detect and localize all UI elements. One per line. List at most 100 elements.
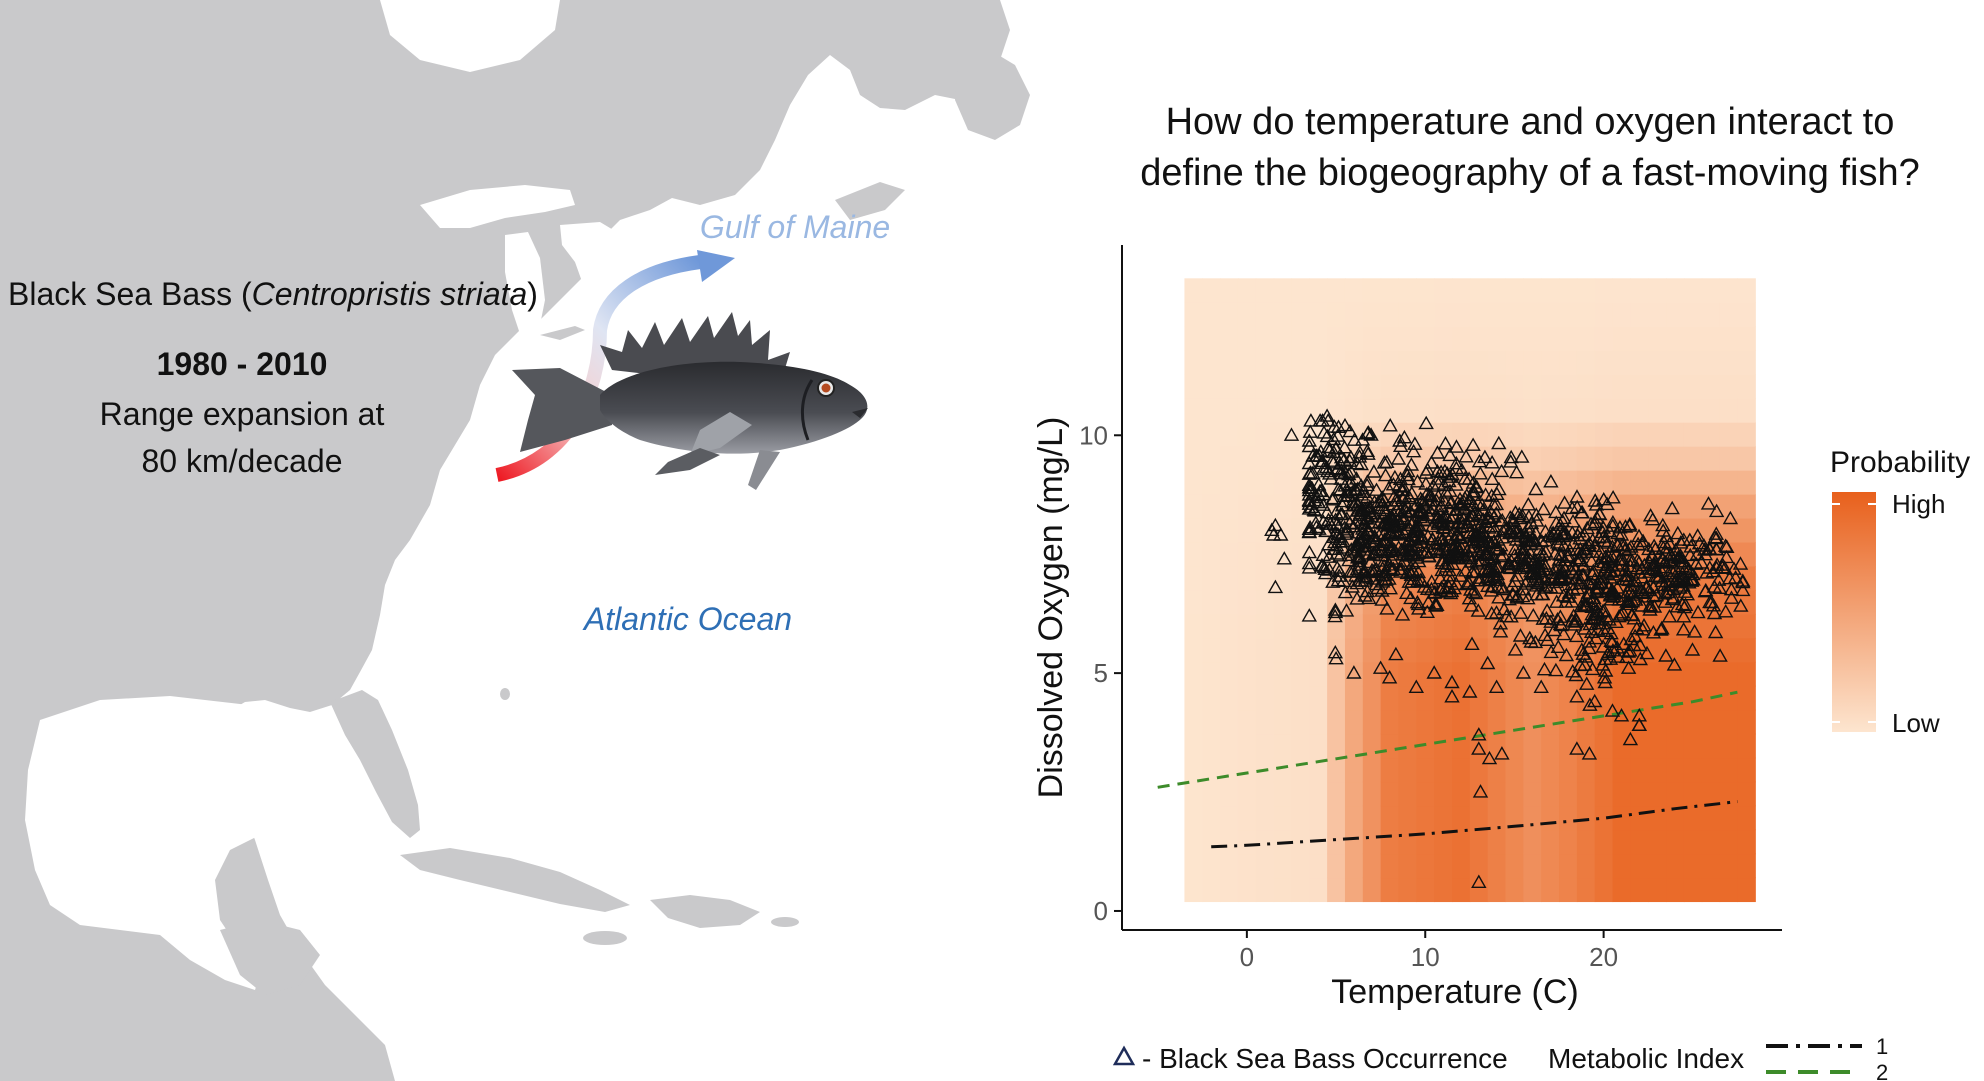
- occurrence-point: [1634, 598, 1650, 612]
- heatmap-cell: [1344, 398, 1364, 423]
- heatmap-cell: [1683, 757, 1703, 783]
- lake-superior-water: [420, 185, 575, 228]
- heatmap-cell: [1398, 398, 1417, 423]
- occurrence-point: [1707, 624, 1724, 639]
- heatmap-cell: [1505, 685, 1524, 711]
- heatmap-cell: [1184, 470, 1203, 495]
- heatmap-cell: [1237, 565, 1257, 591]
- heatmap-cell: [1541, 781, 1560, 807]
- heatmap-cell: [1612, 374, 1631, 399]
- heatmap-cell: [1701, 470, 1721, 495]
- occurrence-point: [1607, 563, 1624, 577]
- heatmap-cell: [1719, 398, 1739, 423]
- occurrence-point: [1428, 493, 1445, 507]
- occurrence-point: [1653, 563, 1670, 578]
- occurrence-point: [1532, 548, 1549, 562]
- heatmap-cell: [1630, 278, 1649, 303]
- jamaica-land: [583, 931, 627, 945]
- heatmap-cell: [1327, 781, 1346, 807]
- heatmap-cell: [1719, 326, 1739, 351]
- occurrence-point: [1642, 508, 1659, 522]
- heatmap-cell: [1469, 637, 1489, 663]
- heatmap-cell: [1273, 302, 1293, 327]
- question-line-1: How do temperature and oxygen interact t…: [1166, 101, 1895, 143]
- heatmap-cell: [1559, 398, 1578, 423]
- heatmap-cell: [1594, 350, 1614, 375]
- occurrence-point: [1623, 631, 1639, 646]
- heatmap-cell: [1434, 613, 1453, 639]
- occurrence-point: [1667, 574, 1683, 589]
- heatmap-cell: [1255, 781, 1275, 807]
- heatmap-cell: [1683, 374, 1703, 399]
- occurrence-point: [1464, 636, 1480, 650]
- heatmap-cell: [1344, 302, 1364, 327]
- heatmap-cell: [1666, 350, 1685, 375]
- heatmap-cell: [1291, 565, 1310, 591]
- heatmap-cell: [1220, 326, 1239, 351]
- heatmap-cell: [1237, 398, 1257, 423]
- heatmap-cell: [1648, 398, 1667, 423]
- heatmap-cell: [1398, 757, 1417, 783]
- occurrence-point: [1442, 447, 1458, 462]
- heatmap-cell: [1273, 637, 1293, 663]
- heatmap-cell: [1202, 685, 1221, 711]
- heatmap-cell: [1505, 661, 1524, 687]
- occurrence-point: [1377, 467, 1394, 482]
- heatmap-cell: [1559, 350, 1578, 375]
- bottom-legend: - Black Sea Bass Occurrence Metabolic In…: [1112, 1034, 1888, 1081]
- heatmap-cell: [1380, 278, 1400, 303]
- heatmap-cell: [1594, 374, 1614, 399]
- occurrence-point: [1394, 561, 1410, 576]
- occurrence-point: [1490, 541, 1507, 555]
- occurrence-point: [1336, 439, 1353, 454]
- heatmap-cell: [1701, 757, 1721, 783]
- occurrence-point: [1386, 488, 1402, 503]
- heatmap-cell: [1487, 709, 1507, 735]
- occurrence-point: [1667, 549, 1683, 563]
- heatmap-cell: [1683, 278, 1703, 303]
- occurrence-point: [1403, 574, 1420, 588]
- heatmap-cell: [1541, 326, 1560, 351]
- heatmap-cell: [1559, 685, 1578, 711]
- heatmap-cell: [1719, 374, 1739, 399]
- occurrence-point: [1565, 558, 1581, 572]
- heatmap-cell: [1291, 350, 1310, 375]
- occurrence-point: [1388, 646, 1404, 661]
- heatmap-cell: [1612, 661, 1631, 687]
- heatmap-cell: [1237, 613, 1257, 639]
- occurrence-point: [1523, 515, 1540, 530]
- heatmap-cell: [1683, 709, 1703, 735]
- heatmap-cell: [1398, 709, 1417, 735]
- occurrence-point: [1600, 579, 1617, 594]
- heatmap-cell: [1184, 541, 1203, 567]
- occurrence-point: [1672, 535, 1689, 549]
- occurrence-point: [1588, 497, 1605, 511]
- heatmap-cell: [1398, 302, 1417, 327]
- heatmap-cell: [1452, 637, 1471, 663]
- heatmap-cell: [1648, 422, 1667, 447]
- heatmap-cell: [1273, 877, 1293, 903]
- heatmap-cell: [1255, 374, 1275, 399]
- heatmap-cell: [1380, 613, 1400, 639]
- occurrence-point: [1576, 621, 1593, 635]
- occurrence-point: [1522, 545, 1538, 559]
- heatmap-cell: [1487, 877, 1507, 903]
- heatmap-cell: [1452, 709, 1471, 735]
- occurrence-point: [1575, 559, 1591, 573]
- occurrence-point: [1359, 583, 1376, 598]
- heatmap-cell: [1220, 757, 1239, 783]
- heatmap-cell: [1273, 350, 1293, 375]
- heatmap-cell: [1344, 853, 1364, 879]
- occurrence-point: [1334, 497, 1351, 512]
- heatmap-cell: [1541, 733, 1560, 759]
- occurrence-point: [1264, 522, 1280, 536]
- occurrence-point: [1548, 504, 1564, 519]
- heatmap-cell: [1666, 685, 1685, 711]
- heatmap-cell: [1202, 709, 1221, 735]
- heatmap-cell: [1237, 302, 1257, 327]
- heatmap-cell: [1434, 805, 1453, 831]
- occurrence-point: [1438, 485, 1454, 499]
- heatmap-cell: [1344, 805, 1364, 831]
- heatmap-cell: [1683, 781, 1703, 807]
- heatmap-cell: [1416, 877, 1435, 903]
